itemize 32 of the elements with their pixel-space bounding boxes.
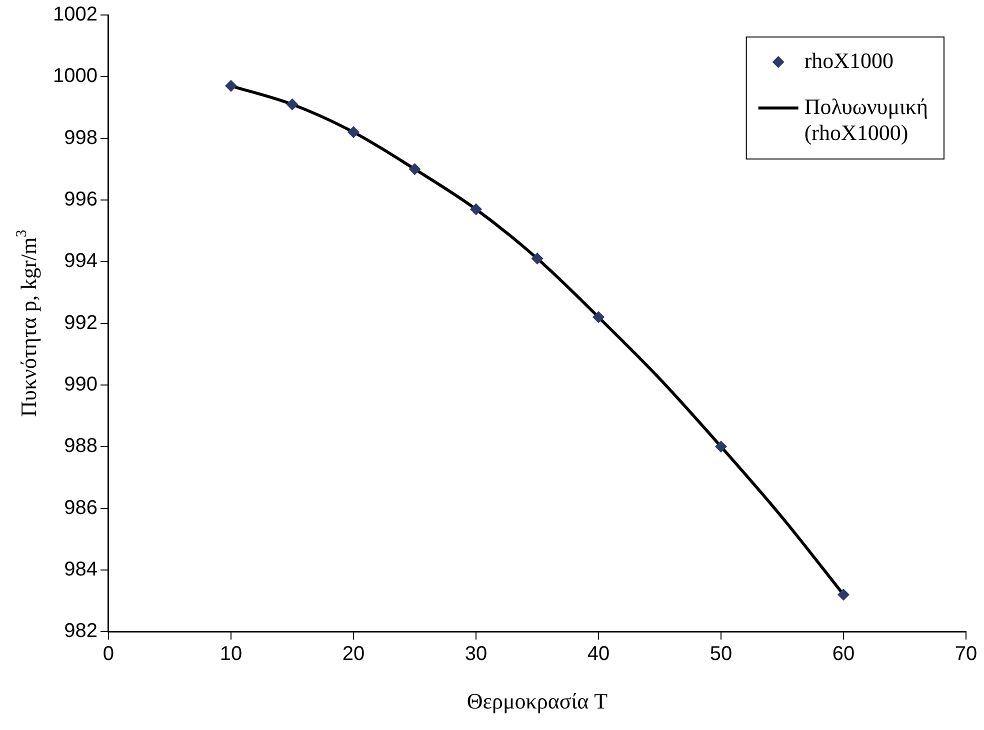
- y-tick-label: 990: [64, 373, 98, 396]
- x-tick-label: 50: [710, 643, 732, 666]
- point: [715, 440, 727, 453]
- x-tick-label: 20: [342, 643, 365, 666]
- y-tick-label: 986: [64, 496, 98, 519]
- point: [592, 311, 604, 324]
- point: [286, 98, 298, 110]
- y-tick-label: 1002: [52, 4, 98, 26]
- point: [531, 252, 544, 265]
- y-tick-label: 994: [64, 250, 98, 272]
- y-tick-label: 988: [64, 435, 98, 458]
- y-tick-label: 984: [64, 558, 98, 580]
- x-tick-label: 70: [954, 643, 978, 666]
- y-tick-label: 998: [64, 126, 98, 149]
- y-tick-label: 992: [64, 312, 98, 334]
- point: [838, 588, 850, 601]
- x-tick-label: 0: [102, 643, 114, 666]
- y-tick-label: 996: [64, 188, 98, 210]
- point: [224, 80, 237, 92]
- x-tick-label: 40: [587, 643, 610, 666]
- x-axis-title: Θερμοκρασία T: [466, 688, 608, 714]
- point: [347, 126, 360, 138]
- y-tick-label: 1000: [52, 65, 98, 88]
- x-tick-label: 10: [220, 643, 242, 666]
- x-tick-label: 30: [464, 643, 488, 666]
- x-tick-label: 60: [832, 643, 855, 666]
- point: [470, 203, 482, 216]
- y-axis-title: Πυκνότητα p, kgr/m3: [14, 230, 41, 417]
- legend-label: Πολυωνυμική (rhoX1000): [804, 94, 928, 145]
- point: [408, 163, 421, 176]
- legend-label: rhoX1000: [804, 48, 894, 73]
- y-tick-label: 982: [64, 620, 98, 642]
